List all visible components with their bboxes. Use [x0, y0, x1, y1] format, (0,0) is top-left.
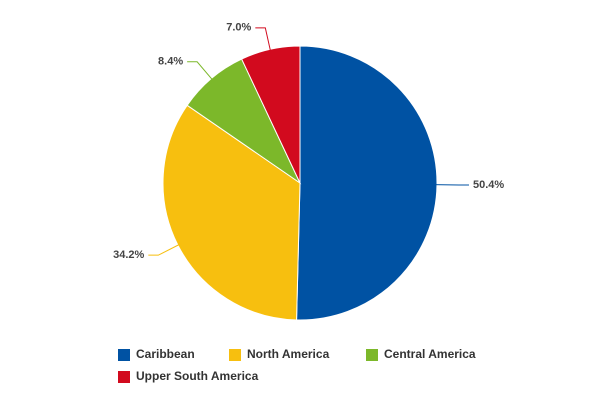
- data-label: 34.2%: [113, 249, 144, 261]
- legend-label: Central America: [384, 347, 476, 361]
- legend-label: Upper South America: [136, 369, 259, 383]
- leader-line: [187, 61, 215, 82]
- data-label: 7.0%: [226, 22, 251, 34]
- legend: Caribbean North America Central America Upp…: [118, 347, 476, 383]
- legend-label: North America: [247, 347, 330, 361]
- legend-swatch: [366, 349, 378, 361]
- data-label: 8.4%: [158, 56, 183, 68]
- leader-line: [148, 242, 182, 256]
- legend-swatch: [229, 349, 241, 361]
- legend-label: Caribbean: [136, 347, 195, 361]
- legend-swatch: [118, 349, 130, 361]
- pie-slice: [296, 45, 438, 321]
- leader-line: [255, 27, 272, 54]
- legend-swatch: [118, 371, 130, 383]
- data-label: 50.4%: [473, 179, 504, 191]
- pie: [162, 45, 438, 321]
- data-labels: 50.4% 34.2% 8.4% 7.0%: [113, 22, 504, 261]
